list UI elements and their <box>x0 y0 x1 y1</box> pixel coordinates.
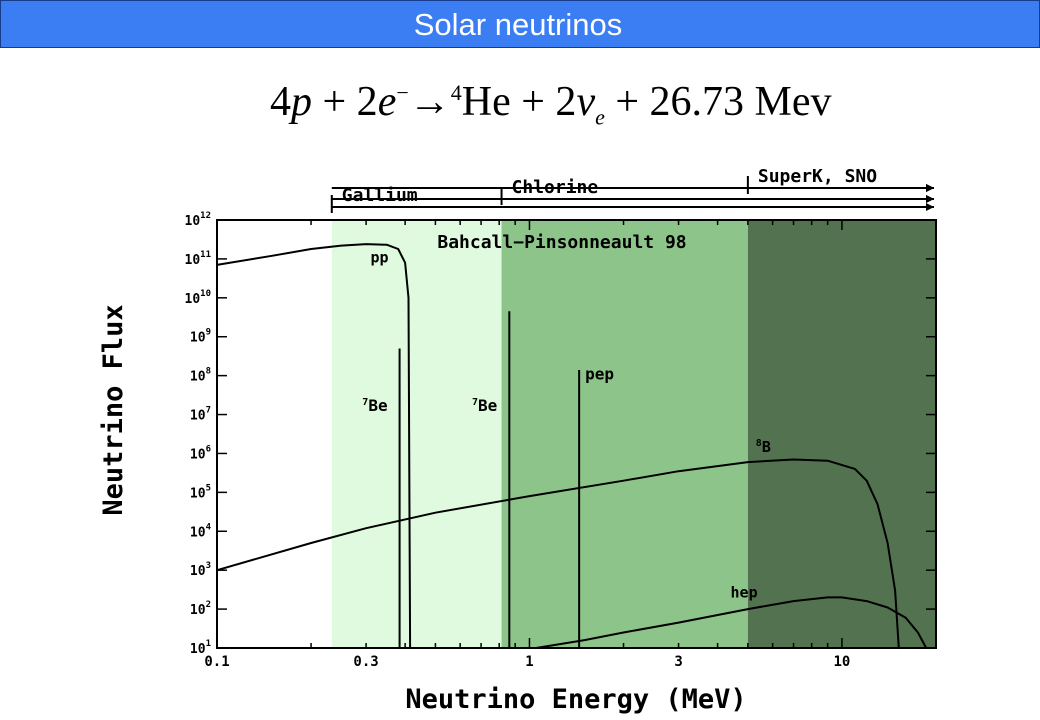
line-label-pep-2: pep <box>585 364 614 383</box>
eq-plus-2: + 2 <box>510 79 577 125</box>
detector-bands <box>331 220 936 648</box>
line-sources <box>398 311 581 648</box>
flux-curves <box>216 243 928 649</box>
range-arrowhead <box>926 184 934 192</box>
y-tick-label: 109 <box>190 328 211 346</box>
y-tick-label: 1012 <box>185 211 212 229</box>
curve-label-8b: 8B <box>756 438 771 456</box>
x-tick-label: 10 <box>834 654 851 670</box>
curve-pp <box>216 243 412 649</box>
line-label-7be-1: 7Be <box>472 396 497 415</box>
eq-electron-charge: − <box>396 80 409 105</box>
y-tick-label: 102 <box>190 600 211 618</box>
band-gallium <box>331 220 502 648</box>
y-axis-label: Neutrino Flux <box>98 304 129 515</box>
range-label-gallium: Gallium <box>342 185 418 206</box>
range-label-chlorine: Chlorine <box>512 177 599 198</box>
y-tick-label: 108 <box>190 367 211 385</box>
curve-hep <box>535 596 928 649</box>
axis-ticks: 0.1 0.3 1 3 10 101 102 103 104 105 106 107 108 109 101… <box>185 211 937 670</box>
range-label-superk-sno: SuperK, SNO <box>758 166 877 187</box>
x-axis-label: Neutrino Energy (MeV) <box>405 684 746 715</box>
curve-label-hep: hep <box>731 583 758 601</box>
plot-border <box>216 219 937 649</box>
eq-he-mass: 4 <box>450 80 462 105</box>
fusion-equation: 4p + 2e−→4He + 2νe + 26.73 Mev <box>270 78 832 134</box>
chart-title: Bahcall−Pinsonneault 98 <box>437 232 686 253</box>
eq-plus-1: + 2 <box>312 79 378 125</box>
band-superk-sno <box>747 220 936 648</box>
y-tick-label: 105 <box>190 483 211 501</box>
y-tick-label: 103 <box>190 561 211 579</box>
eq-neutrino-flavor: e <box>595 104 605 130</box>
range-arrowhead <box>926 195 934 203</box>
chart-labels: 7Be 7Be pep pp 8B hep Bahcall−Pinsonneault 98 N… <box>98 232 771 715</box>
plot-frame <box>216 219 937 649</box>
eq-energy: + 26.73 Mev <box>604 79 832 125</box>
eq-proton: p <box>291 79 312 125</box>
detector-ranges: Gallium Chlorine SuperK, SNO <box>330 166 934 213</box>
x-tick-label: 0.1 <box>204 654 229 670</box>
line-label-7be-0: 7Be <box>362 396 387 415</box>
y-tick-label: 1011 <box>185 250 212 268</box>
range-arrowhead <box>926 203 934 211</box>
eq-arrow: → <box>408 79 451 125</box>
x-tick-label: 3 <box>674 654 682 670</box>
y-tick-label: 106 <box>190 444 211 462</box>
y-tick-label: 1010 <box>185 289 212 307</box>
eq-coef: 4 <box>270 79 291 125</box>
page-title: Solar neutrinos <box>413 7 623 42</box>
y-tick-label: 101 <box>190 639 211 657</box>
x-tick-label: 1 <box>525 654 533 670</box>
eq-electron: e <box>377 79 397 125</box>
x-tick-label: 0.3 <box>353 654 378 670</box>
title-bar: Solar neutrinos <box>0 0 1040 48</box>
eq-neutrino: ν <box>576 79 596 125</box>
y-tick-label: 104 <box>190 522 212 540</box>
y-tick-label: 107 <box>190 406 211 424</box>
curve-8b <box>216 458 900 649</box>
curve-label-pp: pp <box>371 249 389 267</box>
band-chlorine <box>501 220 748 648</box>
eq-helium: He <box>461 79 511 125</box>
